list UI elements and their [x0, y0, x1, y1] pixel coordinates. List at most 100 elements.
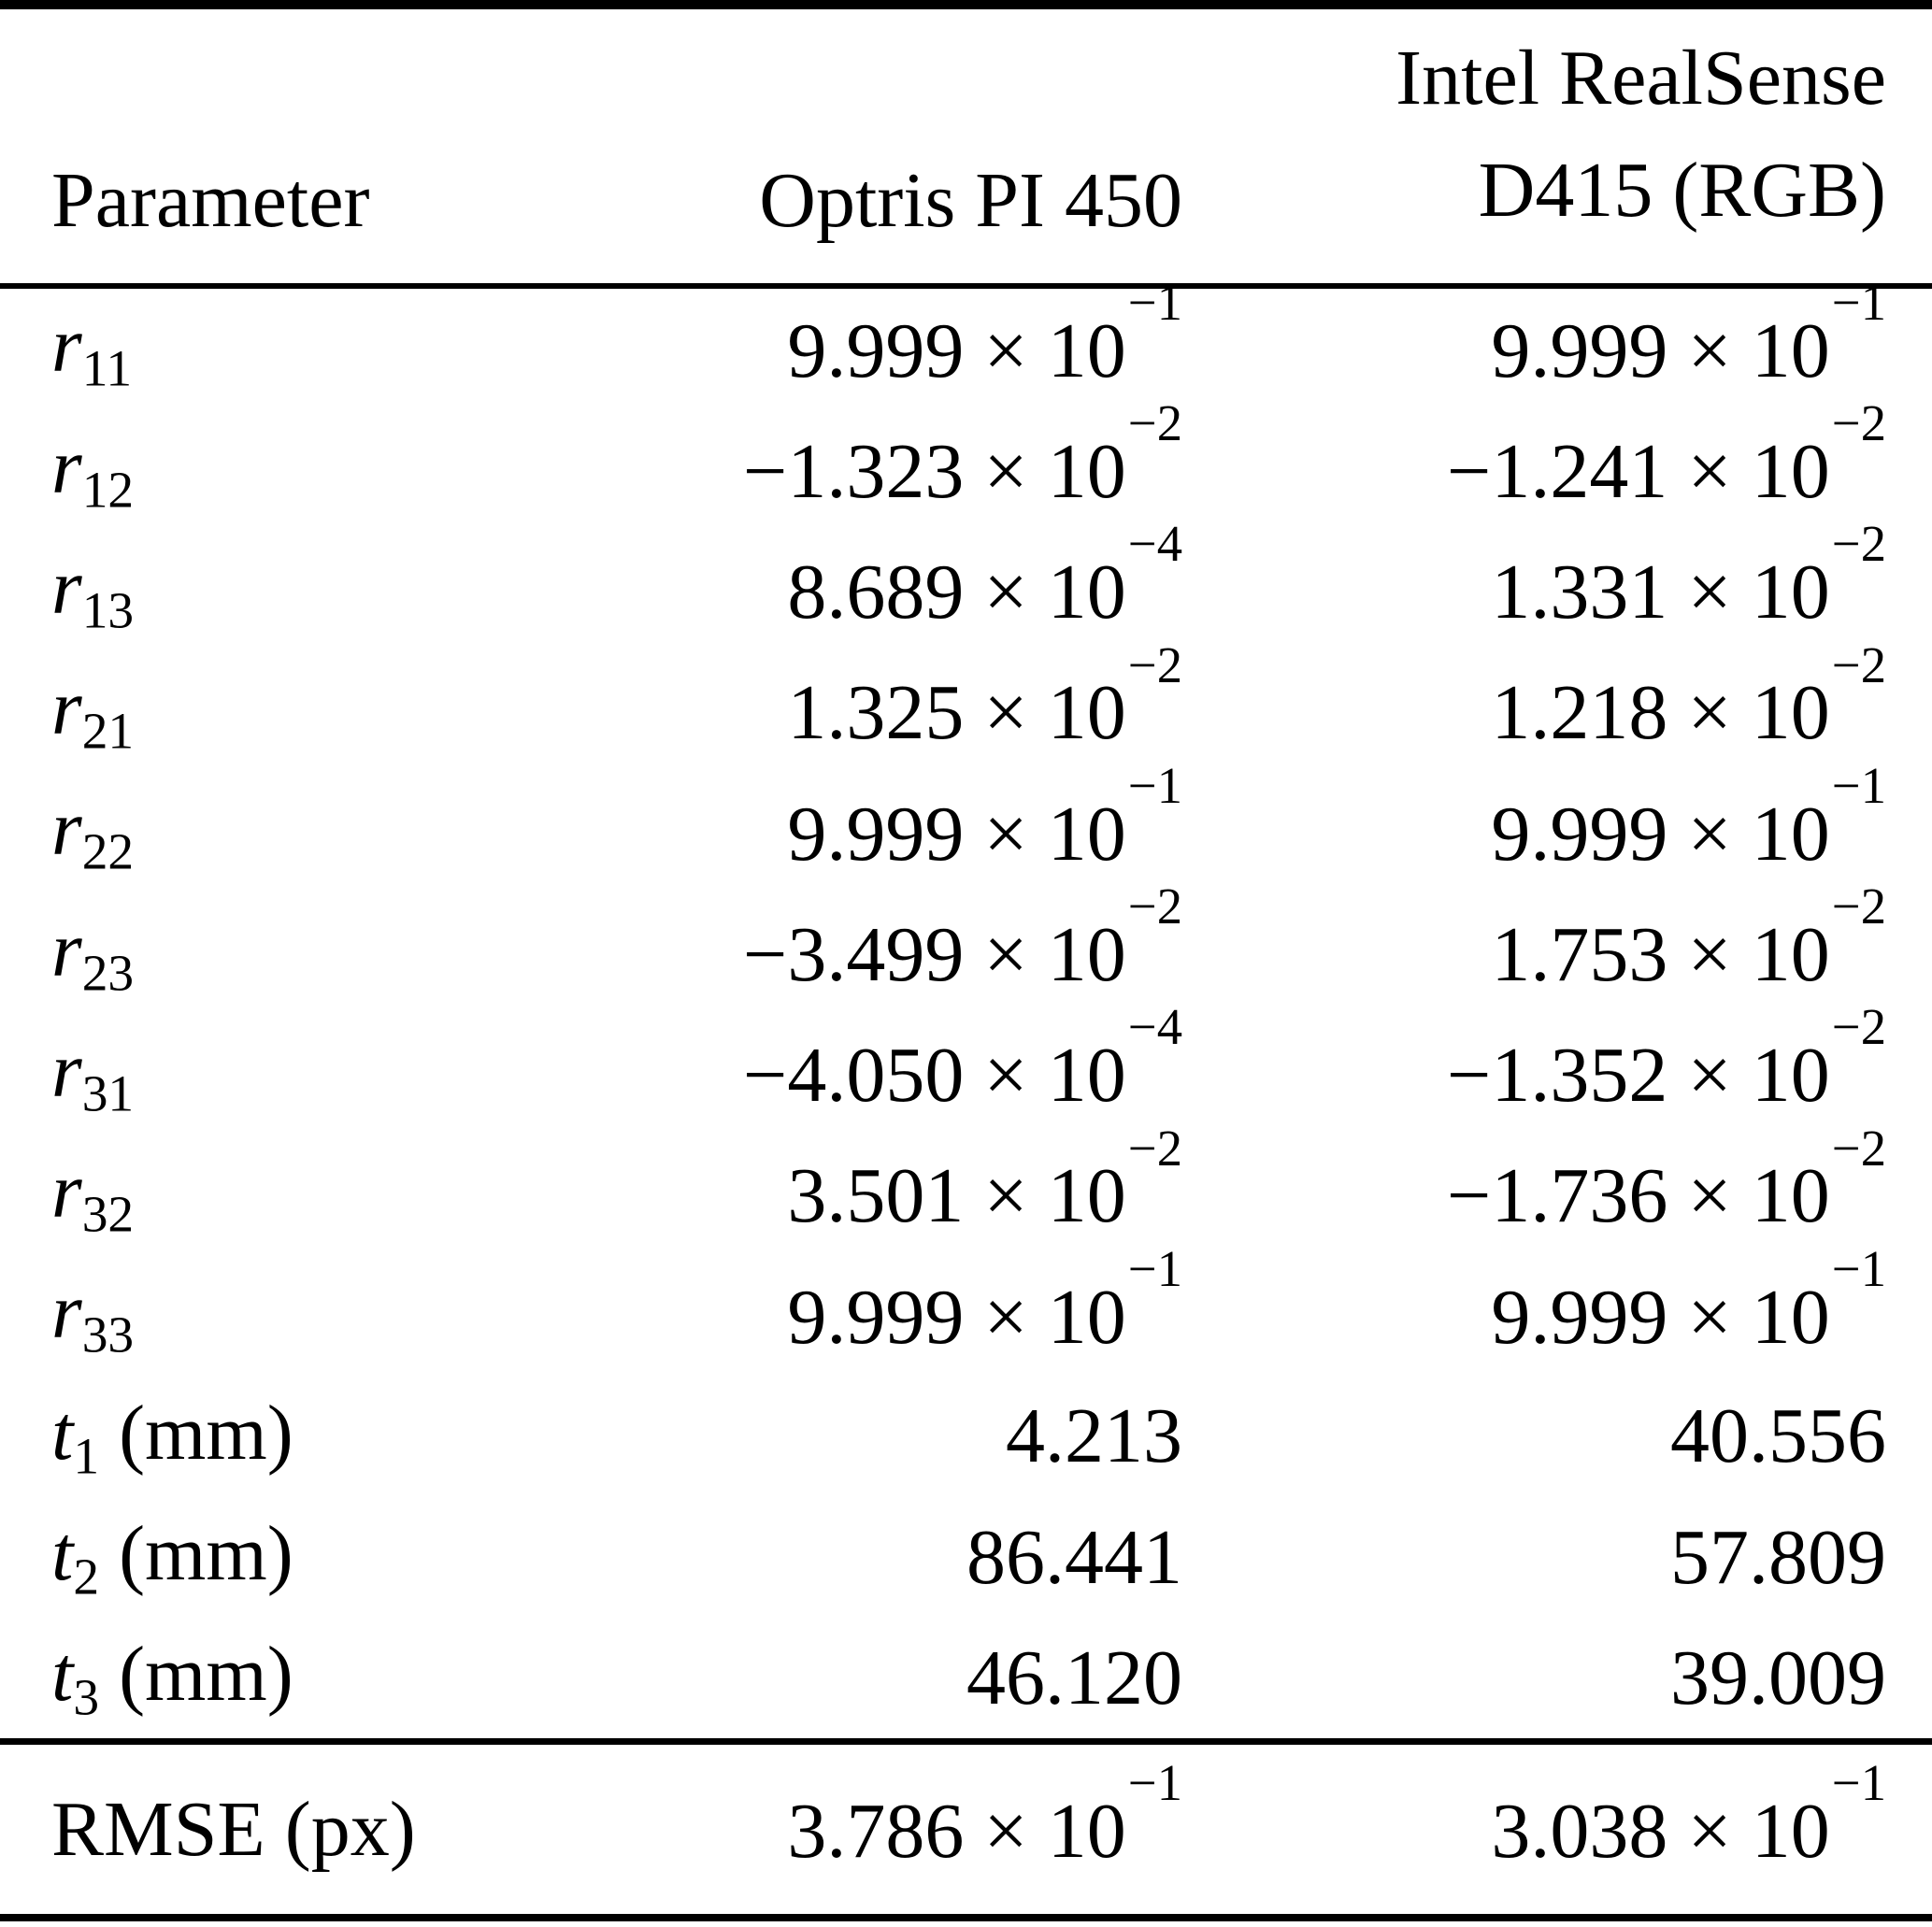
param-subscript: 11 [81, 339, 133, 397]
column-header-optris: Optris PI 450 [759, 157, 1182, 244]
optris-value-cell: 46.120 [444, 1633, 1182, 1723]
optris-value-cell: 8.689 × 10−4 [444, 515, 1182, 637]
table-row: r13 8.689 × 10−4 1.331 × 10−2 [0, 515, 1932, 651]
realsense-value-exponent: −2 [1831, 998, 1886, 1056]
param-subscript: 22 [81, 822, 135, 880]
realsense-value-exponent: −2 [1831, 394, 1886, 452]
optris-value-cell: 3.501 × 10−2 [444, 1120, 1182, 1241]
optris-value-cell: 4.213 [444, 1391, 1182, 1481]
param-subscript: 31 [81, 1064, 135, 1122]
param-symbol: r [51, 422, 82, 510]
optris-value-exponent: −1 [1127, 756, 1182, 814]
param-label: r33 [51, 1266, 444, 1364]
table-row: t1 (mm) 4.213 40.556 [0, 1376, 1932, 1496]
realsense-value-exponent: −2 [1831, 635, 1886, 693]
table-row: r33 9.999 × 10−1 9.999 × 10−1 [0, 1240, 1932, 1376]
table-top-rule [0, 0, 1932, 9]
param-symbol: r [51, 1148, 82, 1235]
optris-value-exponent: −1 [1127, 1753, 1182, 1811]
optris-value-mantissa: 46.120 [966, 1634, 1182, 1721]
table-row: r21 1.325 × 10−2 1.218 × 10−2 [0, 636, 1932, 772]
optris-value-exponent: −4 [1127, 515, 1182, 573]
param-label: r12 [51, 421, 444, 520]
param-unit: (mm) [99, 1509, 293, 1597]
table-row: r31 −4.050 × 10−4 −1.352 × 10−2 [0, 998, 1932, 1135]
realsense-value-cell: −1.241 × 10−2 [1182, 394, 1886, 517]
param-symbol: r [51, 1268, 82, 1356]
table-head-body-rule [0, 283, 1932, 289]
column-header-realsense-line2: D415 (RGB) [1478, 146, 1886, 234]
param-label: r23 [51, 905, 444, 1003]
param-subscript: 23 [81, 944, 135, 1002]
param-subscript: 21 [81, 702, 135, 760]
realsense-value-cell: 1.331 × 10−2 [1182, 515, 1886, 637]
optris-value-mantissa: 3.501 × 10 [787, 1152, 1126, 1240]
realsense-value-mantissa: −1.736 × 10 [1446, 1152, 1830, 1240]
optris-value-exponent: −2 [1127, 394, 1182, 452]
table-row: RMSE (px) 3.786 × 10−1 3.038 × 10−1 [0, 1745, 1932, 1914]
table-row: t3 (mm) 46.120 39.009 [0, 1618, 1932, 1738]
realsense-value-cell: 3.038 × 10−1 [1182, 1754, 1886, 1877]
table-row: t2 (mm) 86.441 57.809 [0, 1497, 1932, 1618]
realsense-value-cell: 9.999 × 10−1 [1182, 757, 1886, 879]
table-body-footer-rule [0, 1738, 1932, 1745]
realsense-value-exponent: −1 [1831, 273, 1886, 331]
optris-value-exponent: −2 [1127, 1119, 1182, 1177]
table-body: r11 9.999 × 10−1 9.999 × 10−1 r12 −1.323… [0, 274, 1932, 1738]
realsense-value-mantissa: 1.331 × 10 [1491, 549, 1830, 636]
optris-value-exponent: −2 [1127, 635, 1182, 693]
param-label: t1 (mm) [51, 1388, 444, 1486]
param-symbol: r [51, 302, 82, 390]
param-label: t3 (mm) [51, 1629, 444, 1727]
realsense-value-mantissa: 9.999 × 10 [1491, 307, 1830, 394]
param-subscript: 13 [81, 581, 135, 639]
table-row: r11 9.999 × 10−1 9.999 × 10−1 [0, 274, 1932, 409]
realsense-value-exponent: −2 [1831, 1119, 1886, 1177]
table-bottom-rule [0, 1914, 1932, 1921]
optris-value-mantissa: −4.050 × 10 [742, 1032, 1126, 1120]
realsense-value-cell: −1.352 × 10−2 [1182, 998, 1886, 1121]
column-header-parameter: Parameter [51, 157, 370, 244]
realsense-value-exponent: −1 [1831, 756, 1886, 814]
realsense-value-mantissa: 3.038 × 10 [1491, 1787, 1830, 1875]
param-subscript: 1 [73, 1427, 100, 1485]
optris-value-cell: 1.325 × 10−2 [444, 636, 1182, 758]
param-label: RMSE (px) [51, 1784, 444, 1875]
param-subscript: 32 [81, 1185, 135, 1243]
realsense-value-mantissa: −1.352 × 10 [1446, 1032, 1830, 1120]
param-unit: (mm) [99, 1631, 293, 1719]
realsense-value-cell: 9.999 × 10−1 [1182, 1240, 1886, 1363]
column-header-realsense: Intel RealSense D415 (RGB) [1182, 22, 1886, 246]
realsense-value-exponent: −1 [1831, 1239, 1886, 1297]
realsense-value-exponent: −1 [1831, 1753, 1886, 1811]
optris-value-mantissa: 86.441 [966, 1513, 1182, 1601]
realsense-value-mantissa: 9.999 × 10 [1491, 1273, 1830, 1361]
realsense-value-mantissa: 39.009 [1670, 1634, 1886, 1721]
optris-value-mantissa: −1.323 × 10 [742, 427, 1126, 515]
param-symbol: r [51, 1026, 82, 1114]
optris-value-exponent: −1 [1127, 273, 1182, 331]
optris-value-mantissa: 3.786 × 10 [787, 1787, 1126, 1875]
param-symbol: t [51, 1631, 74, 1719]
optris-value-mantissa: 8.689 × 10 [787, 549, 1126, 636]
table-header-row: Parameter Optris PI 450 Intel RealSense … [0, 9, 1932, 283]
param-symbol: t [51, 1509, 74, 1597]
optris-value-exponent: −1 [1127, 1239, 1182, 1297]
param-label: r13 [51, 542, 444, 640]
realsense-value-mantissa: −1.241 × 10 [1446, 427, 1830, 515]
param-symbol: r [51, 785, 82, 873]
param-symbol: r [51, 906, 82, 993]
realsense-value-cell: −1.736 × 10−2 [1182, 1120, 1886, 1241]
optris-value-cell: 9.999 × 10−1 [444, 757, 1182, 879]
optris-value-mantissa: 4.213 [1006, 1392, 1182, 1480]
optris-value-exponent: −2 [1127, 878, 1182, 935]
param-subscript: 3 [73, 1668, 100, 1726]
param-subscript: 2 [73, 1548, 100, 1606]
optris-value-cell: 9.999 × 10−1 [444, 1240, 1182, 1363]
param-label: r31 [51, 1025, 444, 1123]
param-label: r11 [51, 300, 444, 398]
realsense-value-cell: 57.809 [1182, 1512, 1886, 1603]
table-row: r32 3.501 × 10−2 −1.736 × 10−2 [0, 1120, 1932, 1255]
optris-value-cell: 86.441 [444, 1512, 1182, 1603]
